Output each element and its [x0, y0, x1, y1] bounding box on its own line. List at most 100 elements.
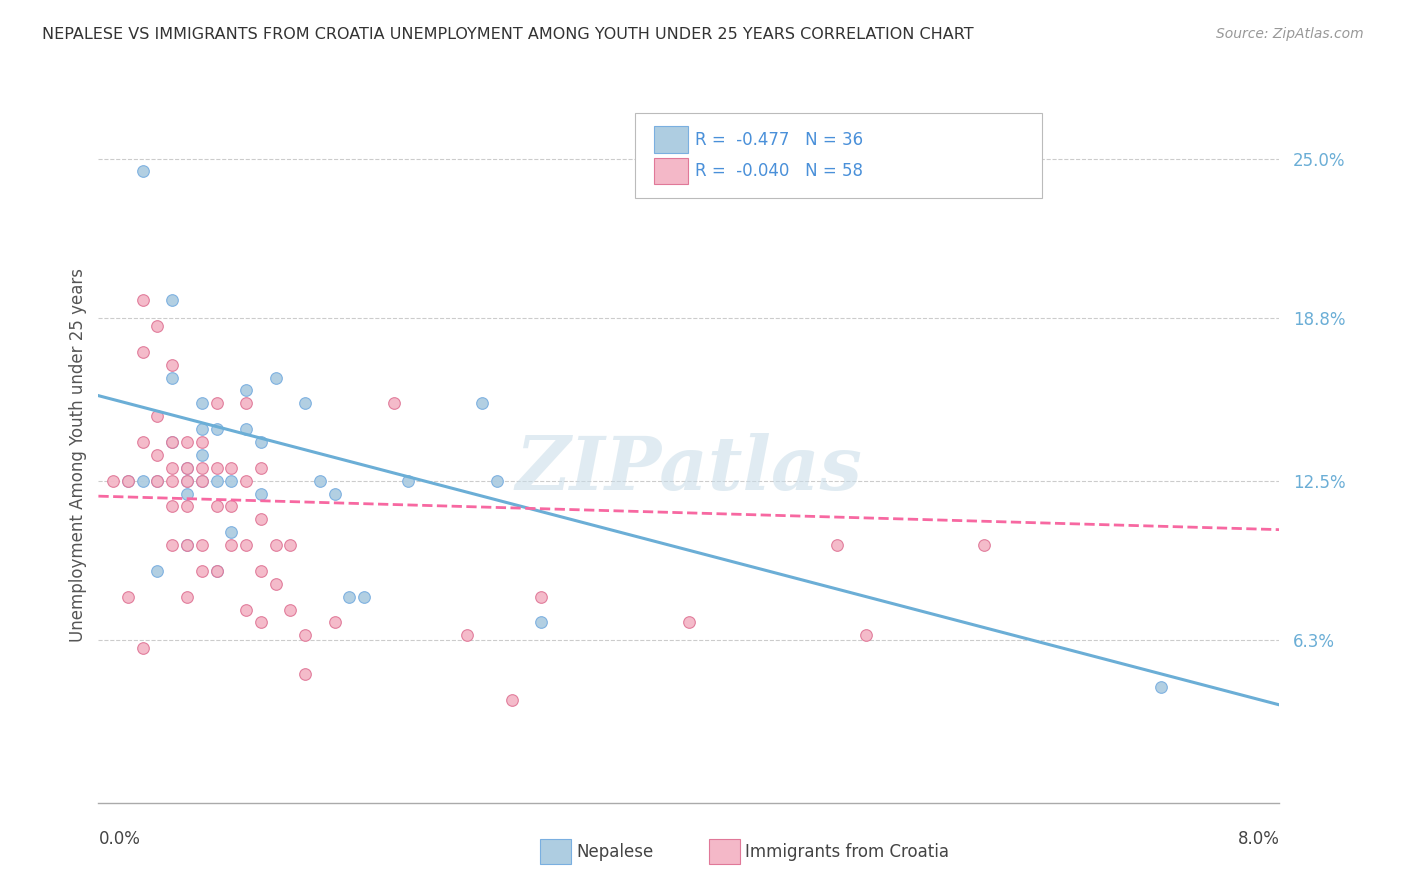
- Point: [146, 409, 169, 424]
- Point: [235, 538, 257, 552]
- Point: [250, 460, 273, 475]
- Point: [132, 164, 155, 178]
- Point: [176, 486, 198, 500]
- Point: [250, 615, 273, 630]
- Point: [191, 422, 214, 436]
- Text: NEPALESE VS IMMIGRANTS FROM CROATIA UNEMPLOYMENT AMONG YOUTH UNDER 25 YEARS CORR: NEPALESE VS IMMIGRANTS FROM CROATIA UNEM…: [42, 27, 974, 42]
- Point: [219, 500, 242, 514]
- Point: [146, 564, 169, 578]
- Point: [146, 474, 169, 488]
- Point: [337, 590, 360, 604]
- Point: [973, 538, 995, 552]
- Point: [250, 486, 273, 500]
- Point: [191, 460, 214, 475]
- Point: [132, 344, 155, 359]
- Point: [219, 525, 242, 540]
- Point: [176, 460, 198, 475]
- Point: [264, 538, 287, 552]
- Point: [235, 602, 257, 616]
- Point: [485, 474, 508, 488]
- Point: [205, 564, 228, 578]
- Point: [294, 396, 316, 410]
- Point: [162, 538, 183, 552]
- Point: [176, 474, 198, 488]
- Point: [250, 512, 273, 526]
- Point: [825, 538, 848, 552]
- Point: [176, 500, 198, 514]
- Point: [176, 435, 198, 450]
- Point: [205, 422, 228, 436]
- Point: [103, 474, 125, 488]
- Point: [162, 435, 183, 450]
- Text: 8.0%: 8.0%: [1237, 830, 1279, 847]
- Point: [250, 435, 273, 450]
- Point: [353, 590, 375, 604]
- Point: [162, 293, 183, 308]
- Text: Source: ZipAtlas.com: Source: ZipAtlas.com: [1216, 27, 1364, 41]
- Point: [1150, 680, 1173, 694]
- Point: [501, 692, 523, 706]
- Point: [219, 474, 242, 488]
- Point: [396, 474, 419, 488]
- Point: [219, 538, 242, 552]
- Y-axis label: Unemployment Among Youth under 25 years: Unemployment Among Youth under 25 years: [69, 268, 87, 642]
- Point: [235, 384, 257, 398]
- Point: [132, 435, 155, 450]
- Point: [530, 615, 553, 630]
- Point: [235, 422, 257, 436]
- Point: [191, 538, 214, 552]
- Text: ZIPatlas: ZIPatlas: [516, 433, 862, 505]
- Point: [678, 615, 700, 630]
- Point: [250, 564, 273, 578]
- Point: [294, 628, 316, 642]
- Point: [205, 460, 228, 475]
- Text: Nepalese: Nepalese: [576, 843, 654, 861]
- Point: [132, 641, 155, 656]
- Point: [146, 448, 169, 462]
- Point: [162, 358, 183, 372]
- Point: [162, 500, 183, 514]
- Point: [471, 396, 494, 410]
- Point: [205, 500, 228, 514]
- Point: [146, 319, 169, 334]
- Point: [176, 474, 198, 488]
- Point: [191, 474, 214, 488]
- Point: [176, 538, 198, 552]
- Point: [162, 435, 183, 450]
- Point: [530, 590, 553, 604]
- Point: [205, 396, 228, 410]
- Point: [162, 460, 183, 475]
- Point: [191, 564, 214, 578]
- Point: [132, 293, 155, 308]
- Point: [264, 576, 287, 591]
- Point: [205, 564, 228, 578]
- Point: [162, 474, 183, 488]
- Point: [191, 448, 214, 462]
- Point: [219, 460, 242, 475]
- Point: [294, 667, 316, 681]
- Point: [176, 538, 198, 552]
- Point: [132, 474, 155, 488]
- Point: [323, 615, 346, 630]
- Point: [191, 474, 214, 488]
- Point: [176, 460, 198, 475]
- Text: 0.0%: 0.0%: [98, 830, 141, 847]
- Point: [146, 474, 169, 488]
- Point: [323, 486, 346, 500]
- Point: [235, 474, 257, 488]
- Point: [382, 396, 405, 410]
- Point: [235, 396, 257, 410]
- Point: [191, 396, 214, 410]
- Point: [117, 474, 139, 488]
- Point: [264, 370, 287, 384]
- Point: [176, 590, 198, 604]
- Point: [162, 370, 183, 384]
- Point: [205, 474, 228, 488]
- Text: R =  -0.477   N = 36: R = -0.477 N = 36: [695, 131, 863, 149]
- Point: [191, 435, 214, 450]
- Text: R =  -0.040   N = 58: R = -0.040 N = 58: [695, 162, 863, 180]
- Text: Immigrants from Croatia: Immigrants from Croatia: [745, 843, 949, 861]
- Point: [855, 628, 877, 642]
- Point: [278, 602, 302, 616]
- Point: [117, 590, 139, 604]
